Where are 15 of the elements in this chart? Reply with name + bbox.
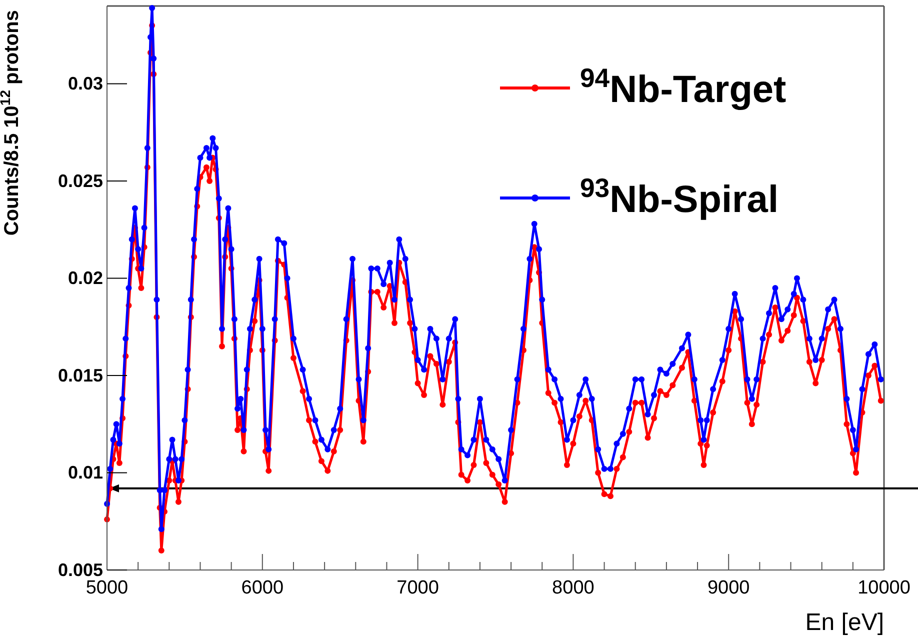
- legend-label: $^{94}$Nb-Target: [580, 63, 787, 111]
- x-tick-label: 6000: [241, 577, 284, 598]
- x-tick-label: 9000: [707, 577, 750, 598]
- y-tick-label: 0.02: [68, 268, 103, 288]
- y-tick-label: 0.015: [58, 365, 103, 386]
- y-tick-label: 0.025: [58, 170, 103, 191]
- y-tick-label: 0.03: [68, 74, 103, 94]
- x-tick-label: 7000: [396, 577, 439, 598]
- x-axis-title: En [eV]: [805, 609, 884, 636]
- legend-label: $^{93}$Nb-Spiral: [580, 173, 778, 221]
- y-tick-label: 0.005: [58, 560, 103, 580]
- x-tick-label: 8000: [552, 577, 594, 598]
- x-tick-label: 5000: [86, 577, 128, 598]
- x-tick-label: 10000: [858, 577, 910, 598]
- y-tick-label: 0.01: [68, 462, 103, 483]
